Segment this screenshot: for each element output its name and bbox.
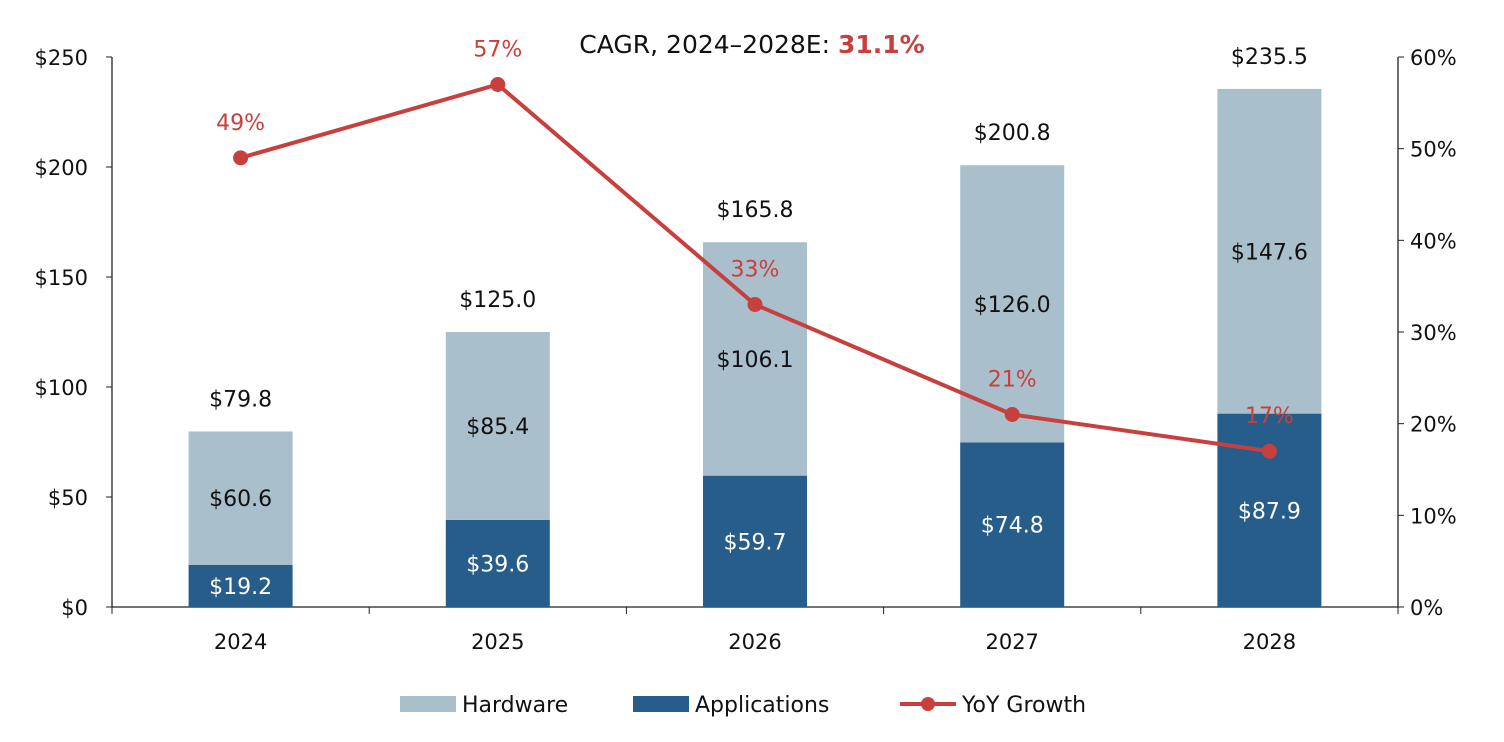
bar-applications [188,564,293,607]
total-label: $125.0 [459,288,536,313]
total-label: $235.5 [1231,45,1308,70]
legend-applications: Applications [695,693,829,718]
right-tick-label: 50% [1410,138,1457,162]
growth-point [490,77,506,92]
bar-hardware [445,332,550,520]
x-tick-label: 2028 [1243,630,1296,654]
growth-label: 21% [988,368,1037,393]
left-tick-label: $250 [35,46,88,70]
legend-applications-swatch [633,696,689,712]
bar-hardware [188,431,293,565]
x-tick-label: 2026 [728,630,781,654]
bar-applications [960,442,1065,607]
growth-label: 57% [473,38,522,63]
x-tick-label: 2025 [471,630,524,654]
growth-label: 17% [1245,404,1294,429]
applications-label: $59.7 [724,530,787,555]
hardware-label: $126.0 [974,293,1051,318]
bar-applications [703,475,807,607]
hardware-label: $147.6 [1231,240,1308,265]
right-tick-label: 0% [1410,596,1443,620]
growth-point [1261,443,1277,459]
applications-label: $39.6 [466,552,529,577]
applications-label: $19.2 [209,575,272,600]
right-tick-label: 40% [1410,229,1457,253]
left-tick-label: $150 [35,266,88,290]
total-label: $200.8 [974,121,1051,146]
x-tick-label: 2027 [985,630,1038,654]
left-tick-label: $200 [35,156,88,180]
right-tick-label: 10% [1410,504,1457,528]
cagr-value: 31.1% [837,30,925,59]
right-tick-label: 20% [1410,413,1457,437]
total-label: $79.8 [209,387,272,412]
legend-hardware-swatch [400,696,456,712]
right-tick-label: 60% [1410,46,1457,70]
applications-label: $74.8 [981,514,1044,539]
total-label: $165.8 [717,198,794,223]
left-tick-label: $50 [48,486,88,510]
growth-label: 33% [731,258,780,283]
bar-hardware [1217,88,1322,414]
legend-growth: YoY Growth [961,693,1086,718]
bar-applications [445,519,550,607]
chart-title: CAGR, 2024–2028E: 31.1% [0,30,1504,59]
growth-point [747,297,763,312]
growth-point [233,150,249,166]
growth-label: 49% [216,111,265,136]
hardware-label: $85.4 [466,415,529,440]
growth-point [1004,407,1020,422]
bar-hardware [703,242,807,476]
x-tick-label: 2024 [214,630,267,654]
legend-growth-marker [921,697,935,711]
applications-label: $87.9 [1238,499,1301,524]
left-tick-label: $100 [35,376,88,400]
title-text: CAGR, 2024–2028E: [579,30,831,59]
legend-hardware: Hardware [462,693,568,718]
bar-hardware [960,165,1065,443]
right-tick-label: 30% [1410,321,1457,345]
left-tick-label: $0 [61,596,88,620]
hardware-label: $60.6 [209,487,272,512]
hardware-label: $106.1 [717,348,794,373]
